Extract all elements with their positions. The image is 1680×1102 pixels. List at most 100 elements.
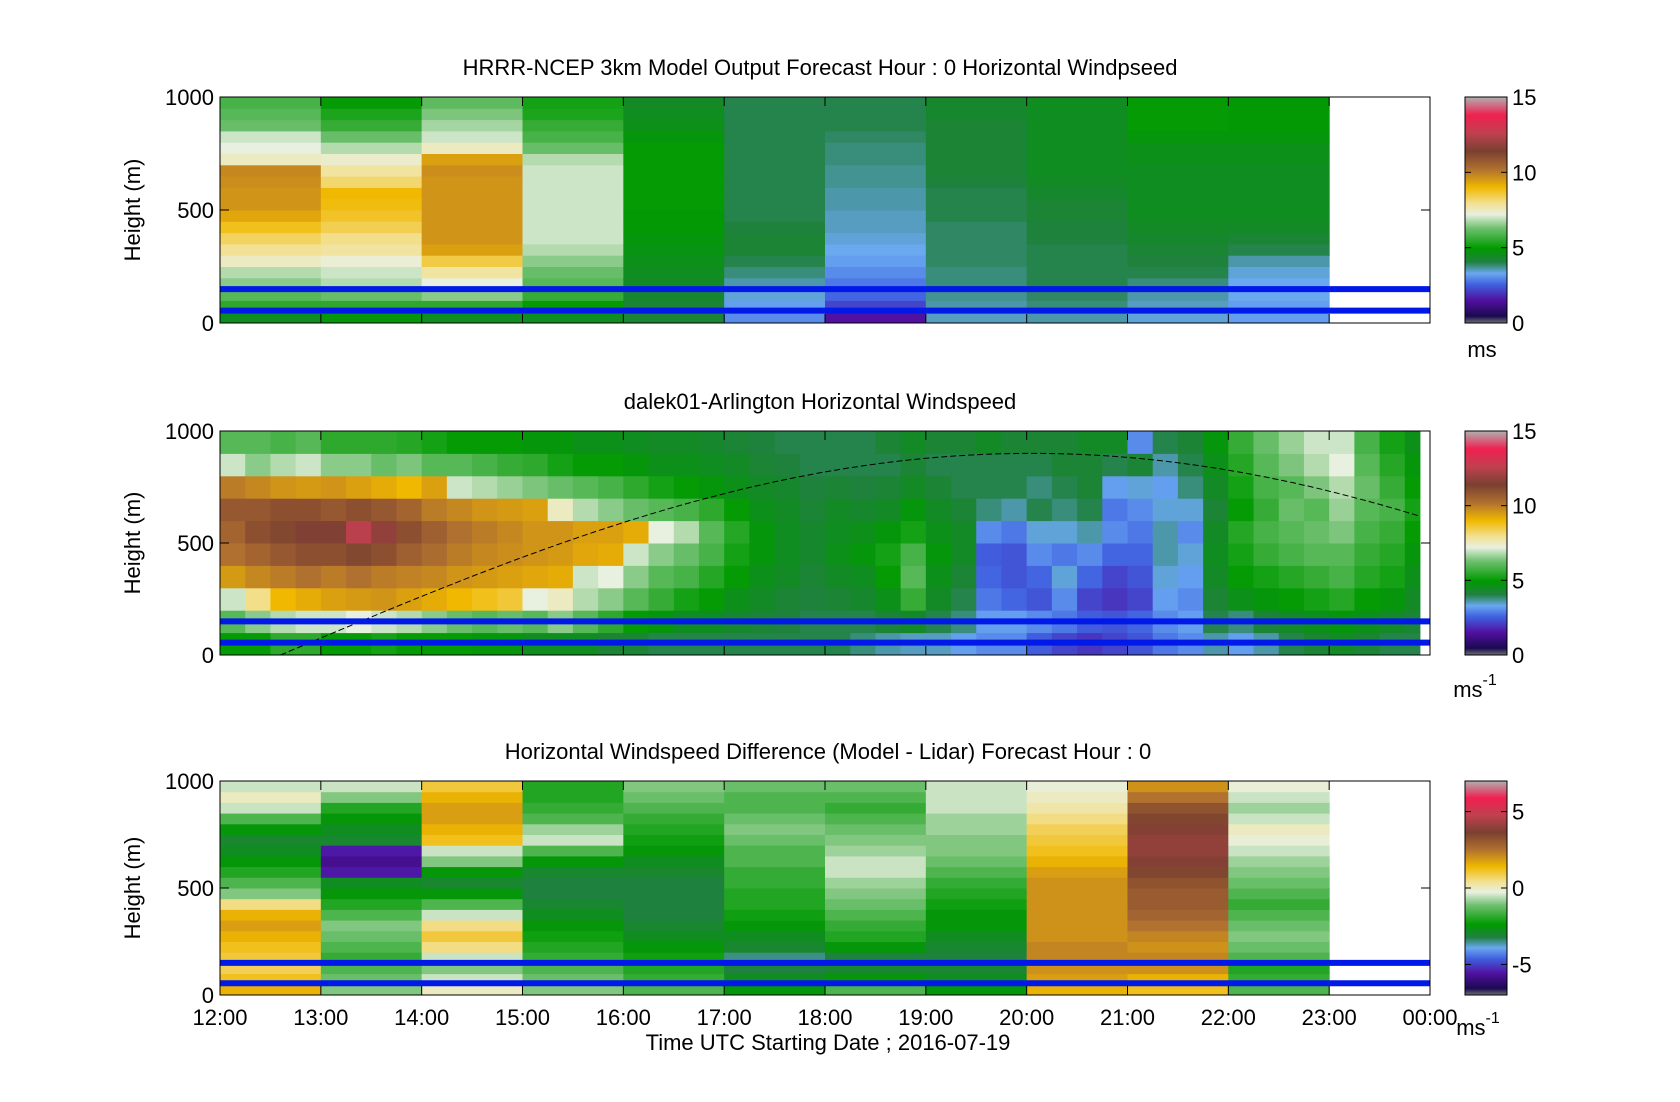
heatmap-cell [1127,153,1229,166]
heatmap-cell [1253,543,1280,566]
heatmap-cell [1278,587,1305,611]
heatmap-cell [850,520,876,544]
colorbar-ticks: 0 5 10 15 [1465,419,1536,668]
heatmap-cell [1127,855,1229,868]
heatmap-cell [1379,475,1406,499]
heatmap-cell [925,941,1028,953]
heatmap-cell [1077,565,1103,589]
heatmap-cell [623,266,725,279]
colorbar-ticks: 0 5 10 15 [1465,85,1536,336]
heatmap-cell [1127,119,1229,132]
heatmap-cell [572,543,599,566]
heatmap-cell [1026,984,1128,996]
heatmap-cell [774,565,801,589]
heatmap-cell [346,587,372,611]
heatmap-cell [396,565,423,589]
heatmap-cell [925,587,952,611]
heatmap-cell [320,130,423,143]
heatmap-cell [320,108,423,121]
heatmap-cell [522,984,624,996]
heatmap-cell [724,277,826,290]
heatmap-cell [1152,431,1179,454]
heatmap-cell [295,543,322,566]
heatmap-cell [1278,431,1305,454]
heatmap-cell [220,898,322,910]
panel-difference-heatmap [220,781,1330,996]
heatmap-cell [1404,453,1421,477]
heatmap-cell [1001,543,1028,566]
heatmap-cell [320,920,423,932]
heatmap-cell [522,866,624,878]
heatmap-cell [245,565,271,589]
heatmap-cell [295,475,322,499]
heatmap-cell [1026,187,1128,200]
heatmap-cell [673,431,700,454]
heatmap-cell [320,198,423,211]
heatmap-cell [825,952,927,964]
heatmap-cell [1203,453,1229,477]
heatmap-cell [1026,866,1128,878]
heatmap-cell [1077,587,1103,611]
heatmap-cell [698,565,725,589]
heatmap-cell [1253,520,1280,544]
heatmap-cell [623,119,725,132]
heatmap-cell [925,431,952,454]
heatmap-cell [1253,587,1280,611]
heatmap-cell [925,845,1028,857]
heatmap-cell [976,543,1002,566]
heatmap-cell [1026,898,1128,910]
heatmap-cell [421,520,448,544]
heatmap-cell [1127,565,1154,589]
heatmap-cell [1177,520,1204,544]
heatmap-cell [976,431,1002,454]
colorbar-ticks: -5 0 5 [1465,800,1532,977]
heatmap-cell [522,565,549,589]
heatmap-cell [724,130,826,143]
panel-model: HRRR-NCEP 3km Model Output Forecast Hour… [120,55,1536,362]
heatmap-cell [698,543,725,566]
heatmap-cell [900,520,927,544]
heatmap-cell [673,587,700,611]
heatmap-cell [724,243,826,256]
heatmap-cell [724,255,826,267]
heatmap-cell [925,108,1028,121]
heatmap-cell [925,888,1028,900]
colorbar-gradient [1464,96,1508,324]
heatmap-cell [925,119,1028,132]
heatmap-cell [320,930,423,942]
heatmap-cell [1303,475,1330,499]
heatmap-cell [951,543,977,566]
heatmap-cell [724,176,826,188]
heatmap-cell [825,834,927,846]
heatmap-cell [421,888,523,900]
heatmap-cell [951,475,977,499]
heatmap-cell [774,475,801,499]
heatmap-cell [346,543,372,566]
heatmap-cell [623,941,725,953]
panel-lidar-sun-curve [280,452,1421,656]
heatmap-cell [925,973,1028,985]
heatmap-cell [1177,475,1204,499]
heatmap-cell [1077,475,1103,499]
xtick-label: 18:00 [797,1005,852,1030]
heatmap-cell [749,565,776,589]
heatmap-cell [673,475,700,499]
heatmap-cell [245,498,271,522]
heatmap-cell [1203,543,1229,566]
heatmap-cell [421,475,448,499]
ytick-label: 1000 [165,85,214,110]
heatmap-cell [623,565,650,589]
heatmap-cell [1026,888,1128,900]
heatmap-cell [1228,289,1330,301]
heatmap-cell [472,543,498,566]
heatmap-cell [245,475,271,499]
heatmap-cell [648,565,675,589]
heatmap-cell [1228,311,1330,324]
heatmap-cell [1228,232,1330,245]
heatmap-cell [1026,431,1053,454]
heatmap-cell [623,210,725,222]
heatmap-cell [1127,187,1229,200]
heatmap-cell [245,543,271,566]
xtick-label: 17:00 [697,1005,752,1030]
heatmap-cell [220,930,322,942]
